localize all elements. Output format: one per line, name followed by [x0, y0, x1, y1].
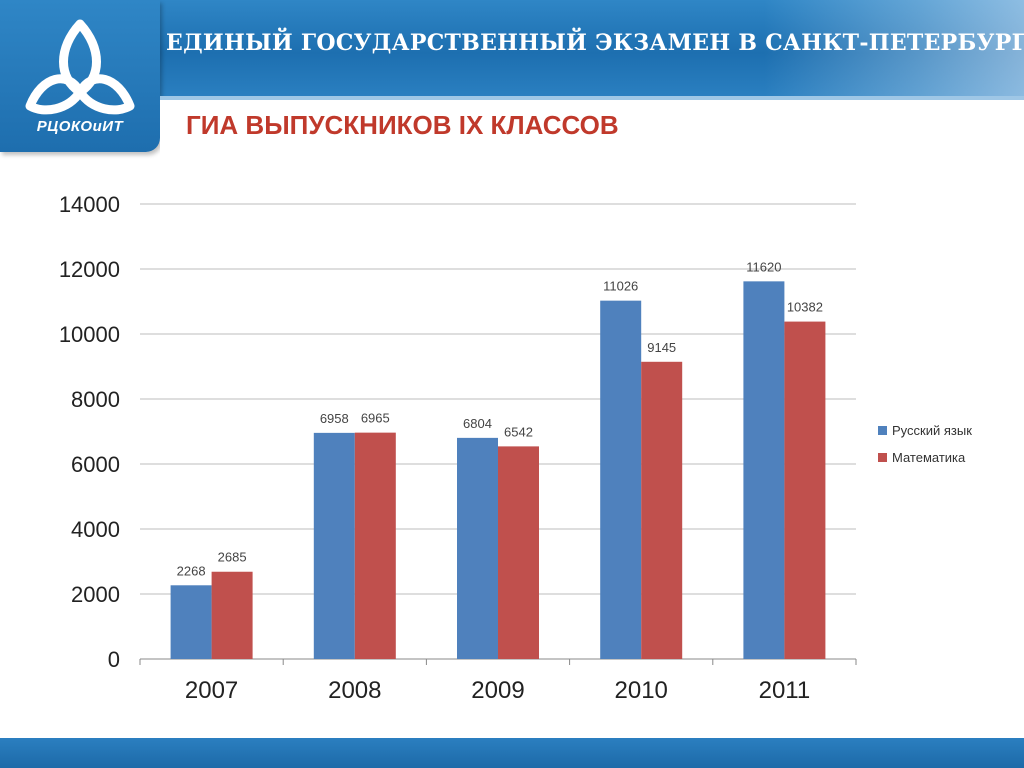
data-label: 11026	[603, 279, 638, 294]
y-tick-label: 12000	[59, 257, 120, 282]
header-banner	[0, 0, 1024, 96]
data-label: 11620	[746, 259, 781, 274]
bar	[313, 432, 355, 659]
bar	[354, 432, 396, 659]
x-tick-label: 2011	[759, 677, 811, 704]
bar	[641, 361, 683, 659]
data-label: 6804	[463, 416, 492, 431]
bar	[170, 585, 212, 659]
y-tick-label: 2000	[71, 582, 120, 607]
data-label: 2268	[177, 563, 206, 578]
city-skyline-image	[764, 0, 1024, 96]
slide-subtitle: ГИА ВЫПУСКНИКОВ IX КЛАССОВ	[186, 110, 619, 140]
x-tick-label: 2007	[185, 677, 238, 704]
legend-swatch	[878, 426, 887, 435]
data-label: 9145	[647, 340, 676, 355]
data-label: 6965	[361, 411, 390, 426]
bar	[498, 446, 539, 659]
y-tick-label: 6000	[71, 452, 120, 477]
bar-chart: 0 2000 4000 6000 8000 10000 12000 14000 2268 2685…	[59, 192, 972, 704]
page-title: ЕДИНЫЙ ГОСУДАРСТВЕННЫЙ ЭКЗАМЕН В САНКТ-П…	[166, 30, 1024, 56]
y-tick-label: 10000	[59, 322, 120, 347]
bar	[211, 571, 253, 659]
y-tick-label: 0	[108, 647, 120, 672]
data-label: 10382	[787, 300, 823, 315]
data-label: 6958	[320, 411, 349, 426]
legend-label: Русский язык	[892, 423, 972, 438]
bar	[457, 437, 498, 659]
logo-text: РЦОКОиИТ	[36, 118, 124, 135]
trefoil-logo-icon	[25, 19, 135, 115]
legend-swatch	[878, 453, 887, 462]
subtitle-band	[160, 96, 1024, 156]
data-label: 6542	[504, 424, 533, 439]
data-label: 2685	[218, 550, 247, 565]
x-tick-label: 2008	[328, 677, 381, 704]
y-tick-label: 14000	[59, 192, 120, 217]
y-tick-label: 8000	[71, 387, 120, 412]
bar	[600, 300, 642, 659]
legend-label: Математика	[892, 450, 966, 465]
bar	[743, 281, 785, 659]
y-tick-label: 4000	[71, 517, 120, 542]
bar	[784, 321, 826, 659]
footer-bar	[0, 738, 1024, 768]
x-tick-label: 2010	[615, 677, 668, 704]
logo-panel: РЦОКОиИТ	[0, 0, 160, 152]
x-tick-label: 2009	[471, 677, 524, 704]
